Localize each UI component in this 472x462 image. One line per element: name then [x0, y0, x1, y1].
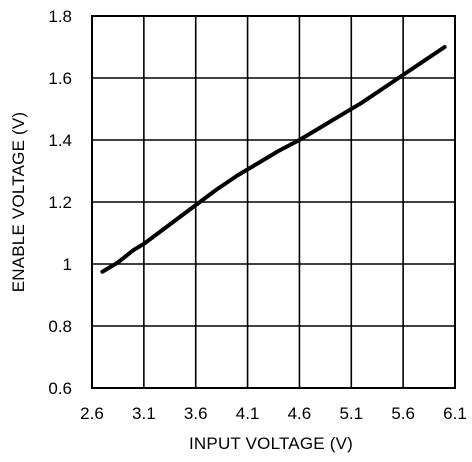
y-tick-label: 1 [63, 255, 72, 274]
x-tick-label: 3.1 [132, 404, 156, 423]
plot-border [91, 15, 456, 389]
y-tick-label: 1.4 [48, 131, 72, 150]
x-tick-label: 4.1 [236, 404, 260, 423]
series-layer [100, 45, 447, 274]
x-tick-label: 4.6 [288, 404, 312, 423]
enable-voltage-series-line [100, 45, 447, 274]
y-tick-label: 1.2 [48, 193, 72, 212]
x-tick-label: 6.1 [443, 404, 467, 423]
x-tick-label: 5.1 [339, 404, 363, 423]
x-tick-label: 3.6 [184, 404, 208, 423]
y-tick-label: 0.8 [48, 317, 72, 336]
tick-labels: 2.6 3.1 3.6 4.1 4.6 5.1 5.6 6.1 0.6 0.8 1 1.2 1.4 1.6… [48, 7, 466, 423]
x-tick-label: 5.6 [391, 404, 415, 423]
y-axis-title: ENABLE VOLTAGE (V) [9, 112, 28, 293]
x-axis-title: INPUT VOLTAGE (V) [189, 434, 353, 453]
y-tick-label: 1.6 [48, 69, 72, 88]
y-tick-label: 1.8 [48, 7, 72, 26]
y-tick-label: 0.6 [48, 379, 72, 398]
x-tick-label: 2.6 [80, 404, 104, 423]
plot-frame [91, 15, 456, 389]
